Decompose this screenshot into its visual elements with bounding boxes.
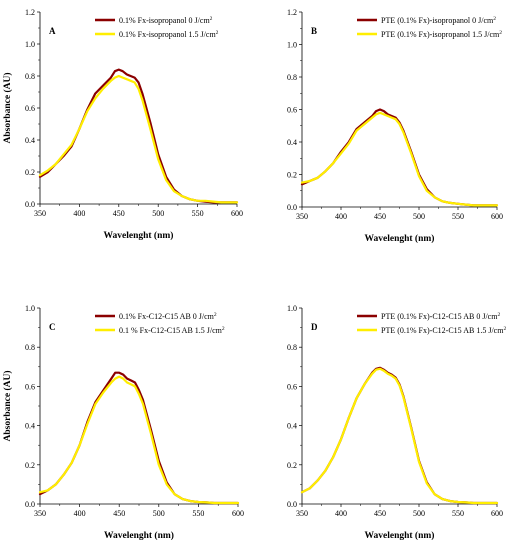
legend-superscript: 2 (216, 30, 219, 36)
y-tick-label: 0.6 (25, 104, 35, 113)
x-tick-label: 400 (74, 509, 86, 518)
x-tick-label: 500 (152, 209, 164, 218)
legend-superscript: 2 (503, 326, 506, 332)
legend-superscript: 2 (210, 16, 213, 22)
y-tick-label: 0.8 (287, 343, 297, 352)
y-tick-label: 0.2 (25, 168, 35, 177)
y-tick-label: 1.2 (287, 8, 297, 17)
panel-letter: B (311, 26, 317, 36)
y-axis-title: Absorbance (AU) (2, 73, 13, 144)
y-tick-label: 0.6 (287, 106, 297, 115)
y-tick-label: 0.2 (287, 171, 297, 180)
y-tick-label: 0.0 (287, 500, 297, 509)
y-tick-label: 0.4 (287, 138, 297, 147)
x-tick-label: 600 (232, 509, 244, 518)
legend-label: 0.1% Fx-C12-C15 AB 0 J/cm2 (119, 312, 217, 321)
x-tick-label: 500 (413, 212, 425, 221)
x-tick-label: 400 (73, 209, 85, 218)
x-tick-label: 550 (452, 509, 464, 518)
panel-letter: A (49, 26, 56, 36)
y-tick-label: 1.0 (25, 40, 35, 49)
x-tick-label: 550 (192, 209, 204, 218)
legend-superscript: 2 (497, 312, 500, 318)
x-tick-label: 400 (335, 212, 347, 221)
x-tick-label: 550 (192, 509, 204, 518)
y-tick-label: 0.2 (25, 461, 35, 470)
legend-label: 0.1% Fx-isopropanol 0 J/cm2 (119, 16, 213, 25)
legend-label: PTE (0.1% Fx)-C12-C15 AB 1.5 J/cm2 (381, 326, 506, 335)
legend-superscript: 2 (214, 312, 217, 318)
y-tick-label: 0.4 (25, 136, 35, 145)
y-tick-label: 1.2 (25, 8, 35, 17)
y-tick-label: 0.8 (25, 72, 35, 81)
panel-b: 350 400 450 500 550 600 0.0 0.2 0.4 0.6 0.8 1.0 1.2 W… (287, 8, 503, 244)
panel-d: 350 400 450 500 550 600 0.0 0.2 0.4 0.6 0.8 1.0 Wave… (287, 304, 506, 541)
x-tick-label: 600 (231, 209, 243, 218)
x-tick-label: 500 (413, 509, 425, 518)
x-tick-label: 500 (153, 509, 165, 518)
panel-letter: C (49, 322, 56, 332)
x-tick-label: 450 (113, 509, 125, 518)
x-tick-label: 350 (296, 509, 308, 518)
y-tick-label: 0.4 (25, 422, 35, 431)
x-tick-label: 350 (34, 509, 46, 518)
y-tick-label: 1.0 (287, 304, 297, 313)
y-tick-label: 0.6 (25, 382, 35, 391)
y-tick-label: 0.2 (287, 461, 297, 470)
legend-label: PTE (0.1% Fx)-isopropanol 0 J/cm2 (381, 16, 496, 25)
x-tick-label: 450 (374, 212, 386, 221)
legend-label: 0.1% Fx-isopropanol 1.5 J/cm2 (119, 30, 219, 39)
y-tick-label: 0.0 (287, 203, 297, 212)
y-tick-label: 1.0 (287, 41, 297, 50)
series-line-2 (38, 74, 239, 204)
y-axis-title: Absorbance (AU) (2, 371, 13, 442)
x-tick-label: 400 (335, 509, 347, 518)
x-tick-label: 350 (296, 212, 308, 221)
legend-label: PTE (0.1% Fx)-isopropanol 1.5 J/cm2 (381, 30, 502, 39)
x-tick-label: 600 (491, 509, 503, 518)
x-axis-title: Wavelenght (nm) (365, 233, 435, 244)
y-tick-label: 0.0 (25, 200, 35, 209)
series-line-2 (300, 367, 499, 505)
x-axis-title: Wavelenght (nm) (104, 230, 174, 241)
x-tick-label: 600 (491, 212, 503, 221)
x-tick-label: 450 (113, 209, 125, 218)
y-tick-label: 0.8 (25, 343, 35, 352)
y-tick-label: 0.0 (25, 500, 35, 509)
legend-superscript: 2 (499, 30, 502, 36)
x-tick-label: 450 (374, 509, 386, 518)
y-tick-label: 1.0 (25, 304, 35, 313)
x-tick-label: 550 (452, 212, 464, 221)
legend-label: PTE (0.1% Fx)-C12-C15 AB 0 J/cm2 (381, 312, 500, 321)
x-axis-title: Wavelenght (nm) (365, 530, 435, 541)
panel-c: 350 400 450 500 550 600 0.0 0.2 0.4 0.6 0.8 1.0 Wave… (2, 304, 244, 541)
panel-letter: D (311, 322, 318, 332)
legend-label: 0.1 % Fx-C12-C15 AB 1.5 J/cm2 (119, 326, 225, 335)
legend-superscript: 2 (493, 16, 496, 22)
panel-a: 350 400 450 500 550 600 0.0 0.2 0.4 0.6 0.8 1.0 1.2 W… (2, 8, 243, 241)
y-tick-label: 0.6 (287, 382, 297, 391)
series-line-2 (38, 375, 240, 505)
y-tick-label: 0.4 (287, 422, 297, 431)
legend-superscript: 2 (222, 326, 225, 332)
x-tick-label: 350 (34, 209, 46, 218)
x-axis-title: Wavelenght (nm) (104, 530, 174, 541)
y-tick-label: 0.8 (287, 73, 297, 82)
series-line-2 (300, 111, 499, 207)
